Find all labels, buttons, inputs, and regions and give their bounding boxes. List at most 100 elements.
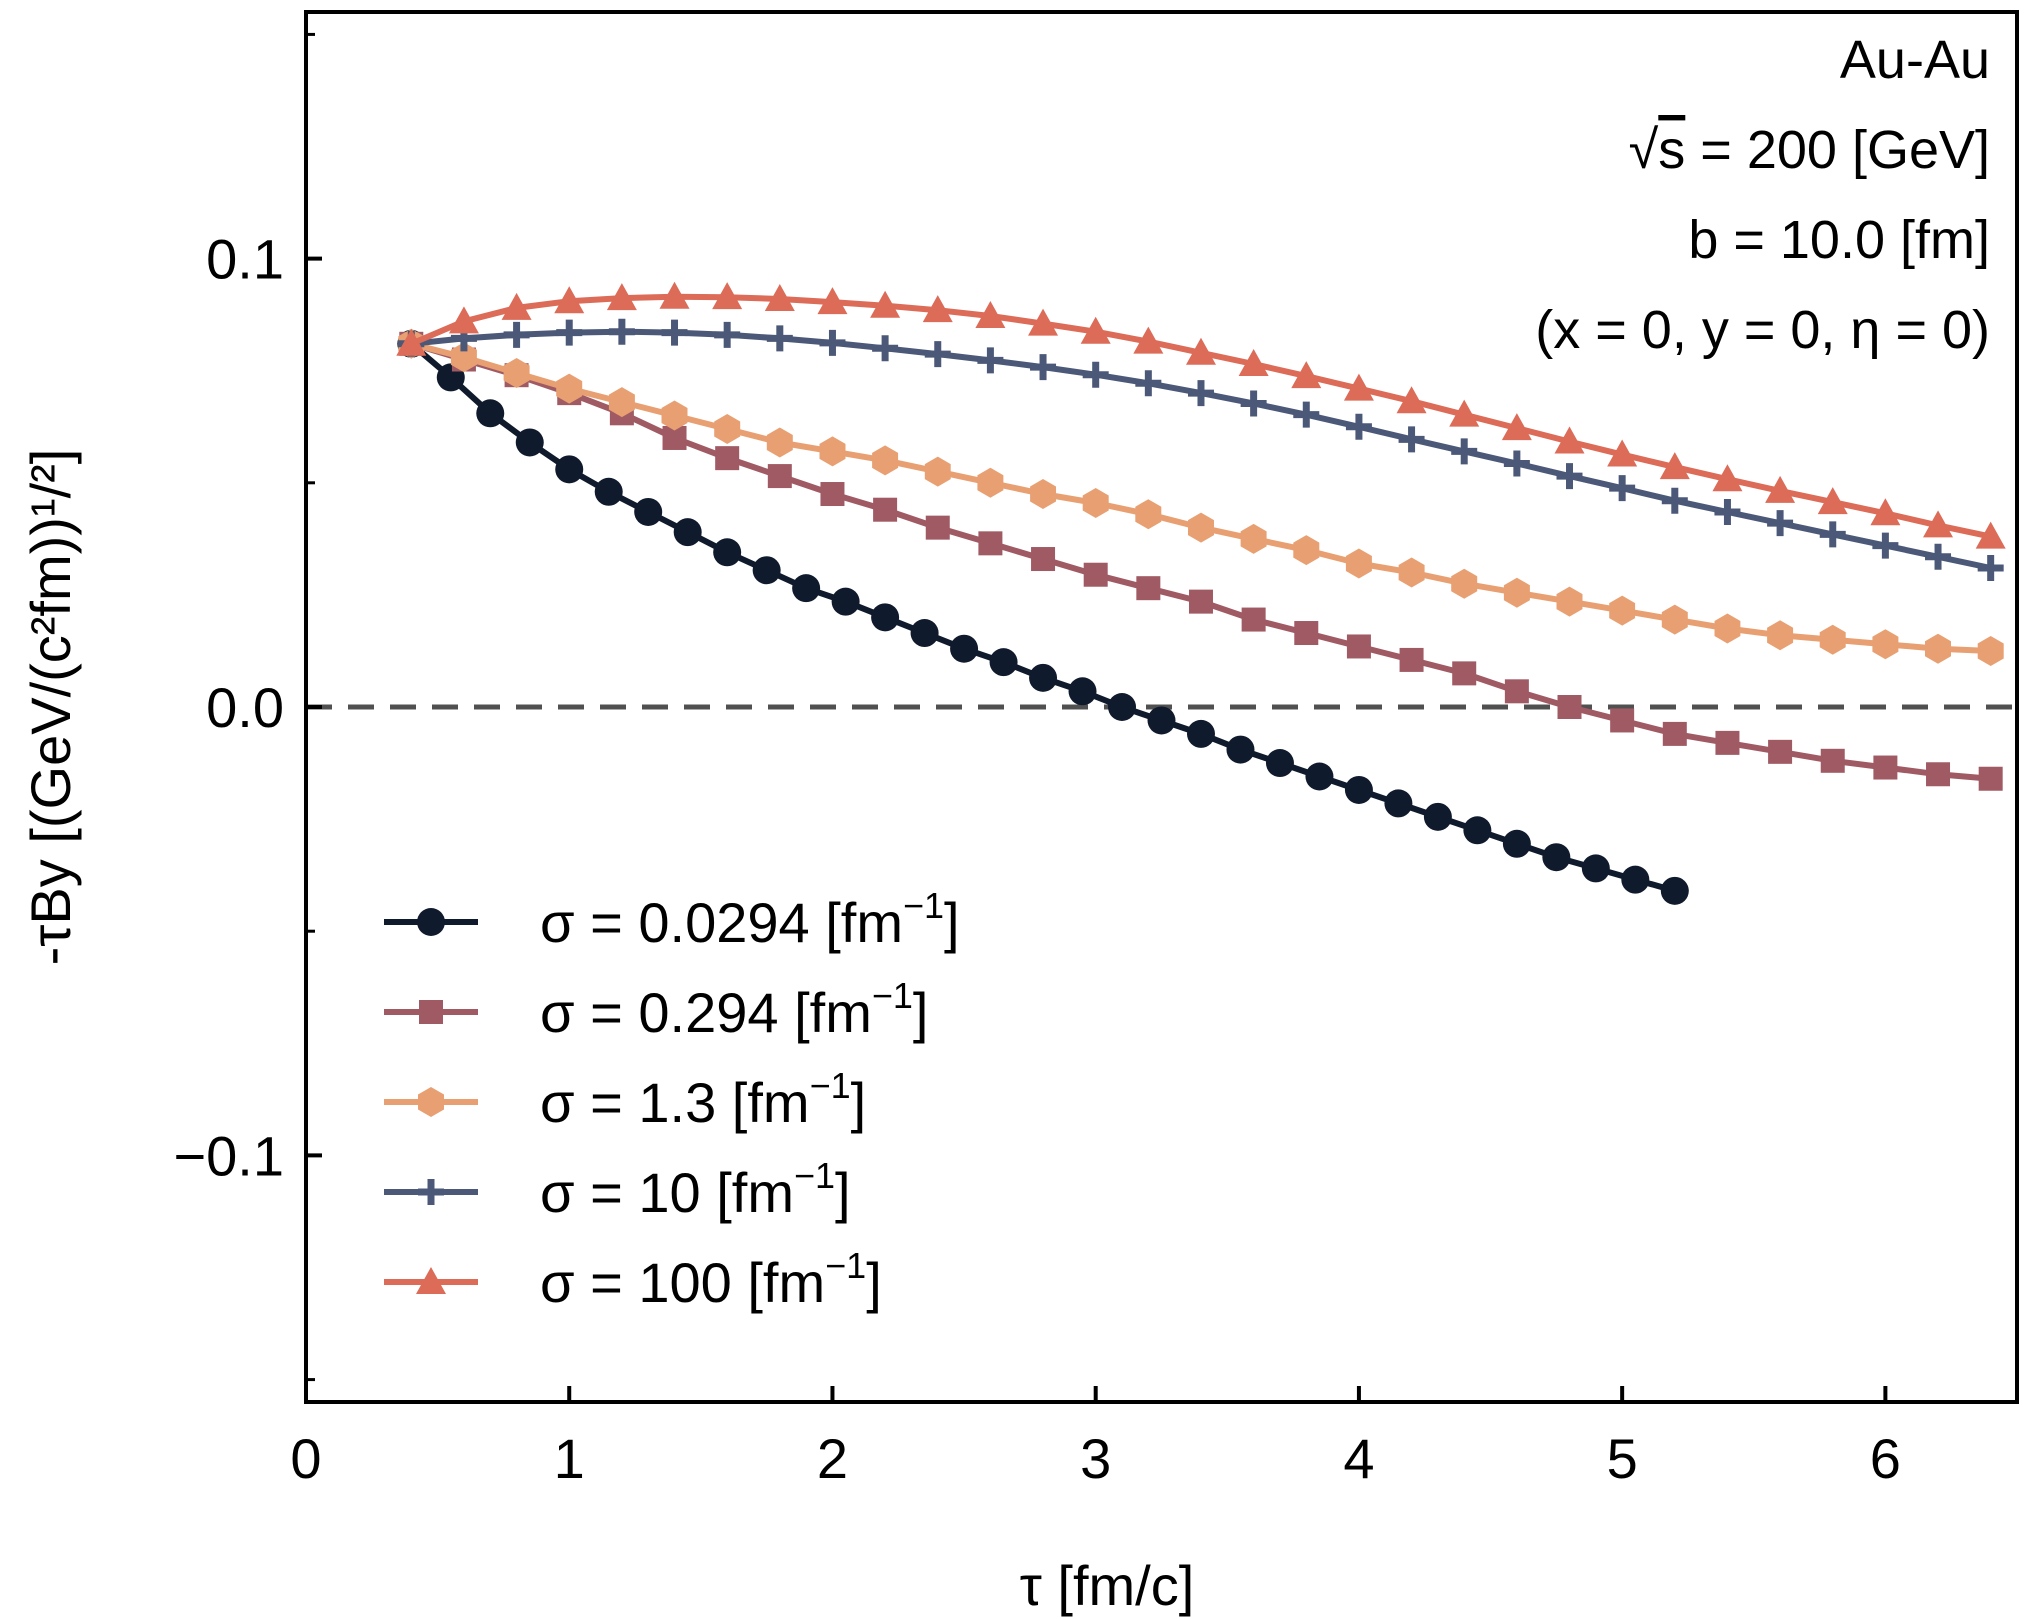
legend-label: σ = 1.3 [fm−1] xyxy=(540,1065,866,1134)
data-point-plus xyxy=(1925,543,1952,570)
data-point-triangle xyxy=(659,281,690,309)
data-point-square xyxy=(1241,607,1266,632)
data-point-hexagon xyxy=(1398,557,1425,588)
legend-entry: σ = 10 [fm−1] xyxy=(384,1155,851,1224)
data-point-plus xyxy=(1345,413,1372,440)
data-point-square xyxy=(1399,647,1424,672)
data-point-hexagon xyxy=(1872,629,1899,660)
x-tick-label: 2 xyxy=(817,1427,848,1490)
data-point-hexagon xyxy=(1503,577,1530,608)
legend-label-main: σ = 0.294 [fm xyxy=(540,981,872,1044)
legend-label-sup: −1 xyxy=(872,975,913,1016)
data-point-square xyxy=(1662,721,1687,746)
legend-entry: σ = 100 [fm−1] xyxy=(384,1245,882,1314)
data-point-hexagon xyxy=(1661,604,1688,635)
data-point-circle xyxy=(989,648,1018,677)
data-point-triangle xyxy=(501,292,532,320)
data-point-hexagon xyxy=(1135,499,1162,530)
data-point-plus xyxy=(1187,380,1214,407)
y-tick-label: 0.1 xyxy=(206,228,284,291)
x-tick-label: 6 xyxy=(1870,1427,1901,1490)
data-point-plus xyxy=(1977,555,2004,581)
data-point-plus xyxy=(977,347,1004,374)
data-point-hexagon xyxy=(556,373,583,404)
sqrt-symbol: √ xyxy=(1629,120,1659,180)
legend-label-main: σ = 0.0294 [fm xyxy=(540,891,903,954)
data-point-hexagon xyxy=(924,456,951,487)
data-point-square xyxy=(1346,634,1371,659)
data-point-hexagon xyxy=(1451,568,1478,599)
legend-label-end: ] xyxy=(913,981,929,1044)
data-point-triangle xyxy=(1765,475,1796,503)
data-point-plus xyxy=(608,318,635,345)
data-point-square xyxy=(1083,562,1108,587)
data-point-hexagon xyxy=(872,445,899,476)
data-point-hexagon xyxy=(1767,620,1794,651)
data-point-hexagon xyxy=(1925,633,1951,664)
data-point-hexagon xyxy=(977,467,1004,498)
data-point-circle xyxy=(871,603,900,632)
data-point-hexagon xyxy=(1556,586,1583,617)
x-tick-label: 5 xyxy=(1607,1427,1638,1490)
data-point-circle xyxy=(1463,816,1492,845)
data-point-triangle xyxy=(1923,510,1954,538)
legend-label: σ = 0.294 [fm−1] xyxy=(540,975,928,1044)
data-point-circle xyxy=(1542,843,1571,872)
y-axis-label: -τBy [(GeV/(c²fm))¹/²] xyxy=(19,449,82,966)
data-point-legend-hexagon xyxy=(418,1087,444,1117)
data-point-triangle xyxy=(448,306,479,334)
legend-label-main: σ = 1.3 [fm xyxy=(540,1071,810,1134)
data-point-circle xyxy=(713,538,742,567)
data-point-triangle xyxy=(817,287,848,315)
data-point-triangle xyxy=(764,283,795,311)
data-point-hexagon xyxy=(1240,523,1267,554)
annotation-system: Au-Au xyxy=(1840,30,1990,90)
data-point-square xyxy=(1188,589,1213,614)
data-point-triangle xyxy=(554,286,585,314)
data-point-triangle xyxy=(1449,399,1480,427)
data-point-hexagon xyxy=(714,414,741,444)
data-point-circle xyxy=(555,455,584,484)
data-point-plus xyxy=(1451,438,1478,465)
annotation-block: Au-Au √s = 200 [GeV] b = 10.0 [fm] (x = … xyxy=(1535,30,1990,360)
data-point-plus xyxy=(661,319,688,346)
data-point-plus xyxy=(1661,487,1688,514)
data-point-square xyxy=(820,482,845,507)
data-point-circle xyxy=(1029,663,1058,692)
data-point-hexagon xyxy=(1082,488,1109,518)
data-point-circle xyxy=(831,587,860,616)
data-point-hexagon xyxy=(1609,595,1636,626)
annotation-energy: √s = 200 [GeV] xyxy=(1629,120,1990,180)
series-5 xyxy=(396,281,2006,549)
data-point-plus xyxy=(503,321,530,348)
data-point-circle xyxy=(1147,706,1176,735)
data-point-plus xyxy=(1240,390,1267,417)
data-point-hexagon xyxy=(1188,512,1214,543)
data-point-hexagon xyxy=(1819,624,1846,655)
data-point-plus xyxy=(924,341,951,368)
data-point-plus xyxy=(819,329,846,356)
data-point-circle xyxy=(1265,749,1294,778)
data-point-plus xyxy=(1135,370,1162,397)
data-point-plus xyxy=(1767,510,1794,537)
data-point-plus xyxy=(1556,463,1583,490)
annotation-energy-value: = 200 [GeV] xyxy=(1685,120,1990,180)
legend-label-end: ] xyxy=(835,1161,851,1224)
legend-entry: σ = 0.294 [fm−1] xyxy=(384,975,928,1044)
data-point-triangle xyxy=(1975,521,2006,549)
data-point-triangle xyxy=(1659,452,1690,480)
data-point-triangle xyxy=(870,290,901,318)
data-point-circle xyxy=(1660,876,1689,905)
data-point-triangle xyxy=(606,283,637,311)
data-point-square xyxy=(925,515,950,540)
data-point-triangle xyxy=(1291,361,1322,389)
data-point-circle xyxy=(752,556,781,585)
data-point-triangle xyxy=(1343,373,1374,401)
data-point-circle xyxy=(1108,693,1137,721)
data-point-circle xyxy=(594,477,623,506)
data-point-plus xyxy=(872,335,899,362)
data-point-legend-triangle xyxy=(416,1267,446,1294)
data-point-plus xyxy=(1609,475,1636,502)
data-point-square xyxy=(1768,739,1793,764)
